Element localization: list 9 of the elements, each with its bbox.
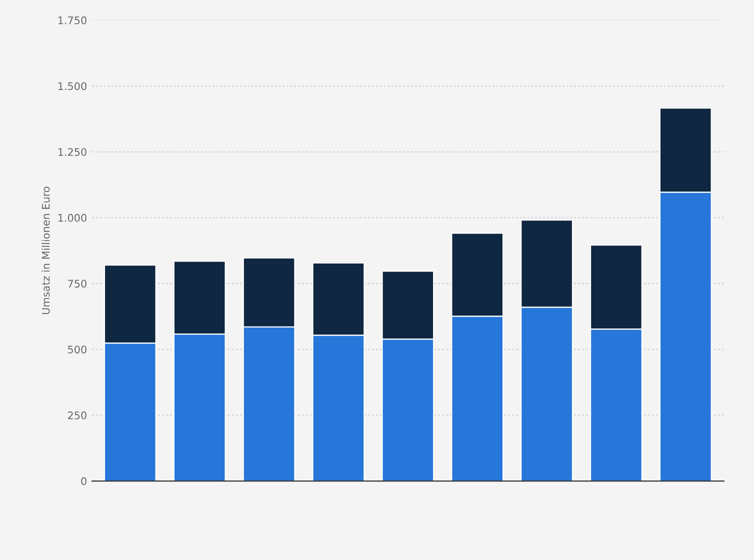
y-axis-title: Umsatz in Millionen Euro — [42, 186, 50, 314]
y-tick-label: 1.250 — [58, 148, 86, 156]
y-tick-label: 0 — [81, 477, 86, 486]
y-tick-label: 250 — [68, 411, 86, 420]
y-tick-label: 1.000 — [58, 214, 86, 222]
y-tick-label: 750 — [68, 280, 86, 288]
y-tick-label: 1.500 — [58, 82, 86, 90]
y-tick-label: 1.750 — [58, 16, 86, 24]
y-tick-label: 500 — [68, 346, 86, 354]
